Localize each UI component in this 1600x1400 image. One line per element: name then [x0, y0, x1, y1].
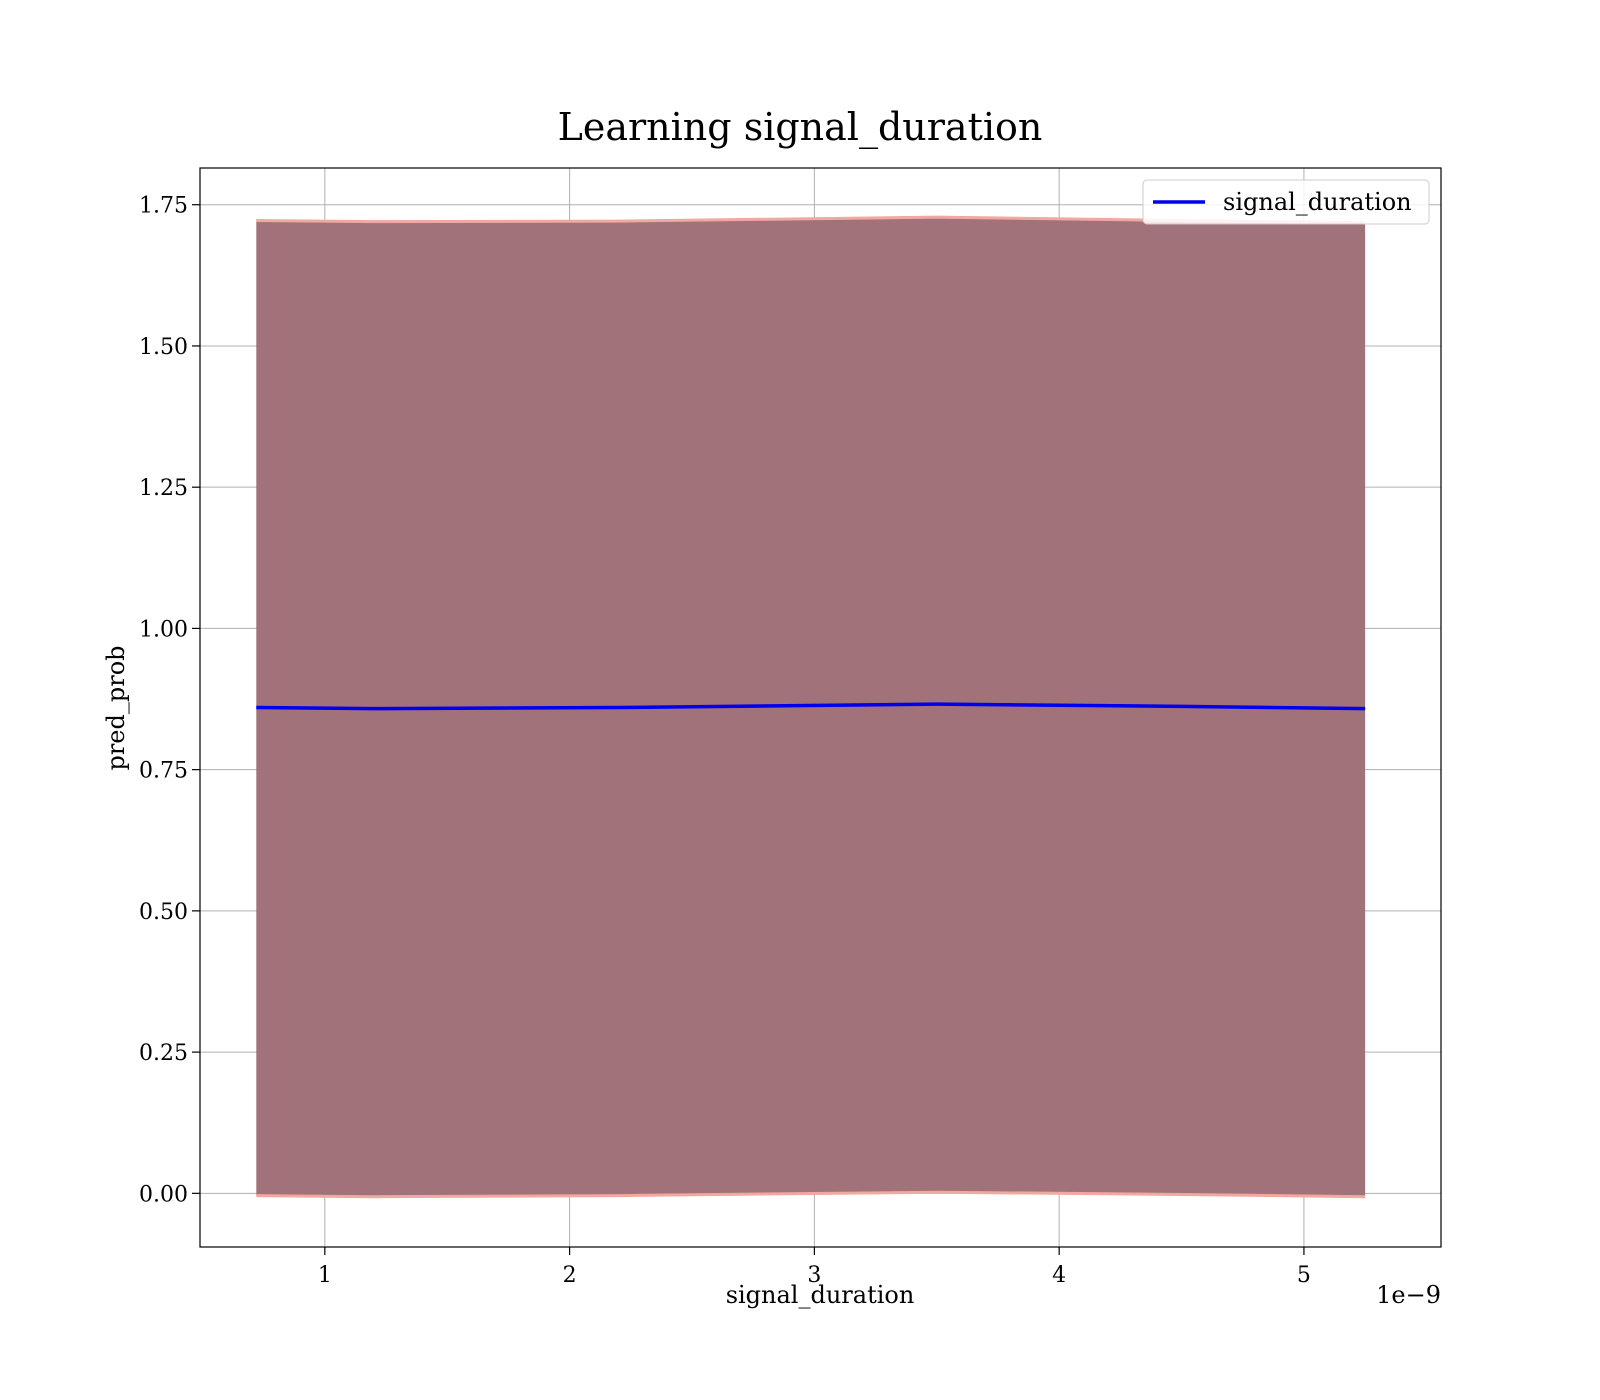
y-tick-label: 1.75: [139, 194, 188, 219]
y-tick-label: 0.75: [139, 759, 188, 784]
x-axis-offset-label: 1e−9: [1376, 1281, 1441, 1309]
y-tick-label: 0.25: [139, 1041, 188, 1066]
y-tick-label: 1.50: [139, 335, 188, 360]
legend-label: signal_duration: [1223, 188, 1412, 216]
y-axis-label: pred_prob: [102, 645, 130, 770]
x-tick-label: 1: [318, 1263, 332, 1288]
series-line: [256, 702, 1366, 711]
x-ticks: 1 2 3 4 5: [318, 1247, 1311, 1288]
y-tick-label: 1.25: [139, 476, 188, 501]
chart-title: Learning signal_duration: [558, 105, 1043, 150]
x-axis-label: signal_duration: [726, 1281, 915, 1309]
legend: signal_duration: [1142, 179, 1430, 225]
series-lines: [256, 702, 1366, 711]
y-tick-label: 0.00: [139, 1182, 188, 1207]
y-tick-label: 1.00: [139, 617, 188, 642]
x-tick-label: 5: [1297, 1263, 1311, 1288]
plot-frame: [199, 167, 1442, 1248]
legend-box: [1142, 179, 1430, 225]
band-lower-edge: [256, 1190, 1366, 1199]
y-ticks: 0.00 0.25 0.50 0.75 1.00 1.25 1.50 1.75: [139, 194, 200, 1207]
x-tick-label: 2: [563, 1263, 577, 1288]
y-tick-label: 0.50: [139, 900, 188, 925]
x-tick-label: 3: [807, 1263, 821, 1288]
x-tick-label: 4: [1052, 1263, 1066, 1288]
